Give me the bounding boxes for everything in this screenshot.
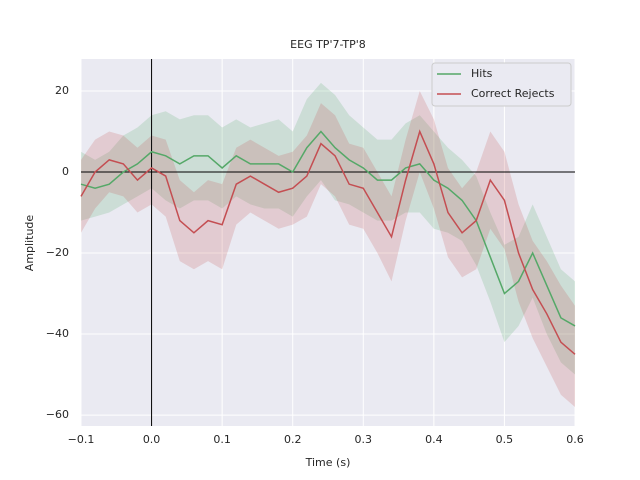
x-axis-label: Time (s)	[305, 456, 351, 469]
x-tick-label: 0.1	[213, 433, 231, 446]
legend-label: Hits	[471, 67, 493, 80]
y-tick-label: −20	[46, 246, 69, 259]
x-tick-label: 0.6	[566, 433, 584, 446]
series-line	[80, 130, 576, 327]
x-tick-label: 0.0	[143, 433, 161, 446]
legend-label: Correct Rejects	[471, 87, 555, 100]
x-tick-label: 0.5	[496, 433, 514, 446]
y-tick-label: 20	[55, 84, 69, 97]
chart-title: EEG TP'7-TP'8	[290, 38, 366, 51]
y-tick-label: −60	[46, 408, 69, 421]
y-axis-label: Amplitude	[23, 215, 36, 272]
x-tick-label: 0.4	[425, 433, 443, 446]
series-line	[80, 129, 576, 355]
x-tick-label: 0.3	[355, 433, 373, 446]
y-tick-label: 0	[62, 165, 69, 178]
plot-area	[81, 59, 575, 426]
x-tick-label: −0.1	[68, 433, 95, 446]
legend-box	[431, 62, 572, 107]
y-tick-label: −40	[46, 327, 69, 340]
x-tick-label: 0.2	[284, 433, 302, 446]
confidence-band	[81, 91, 575, 407]
